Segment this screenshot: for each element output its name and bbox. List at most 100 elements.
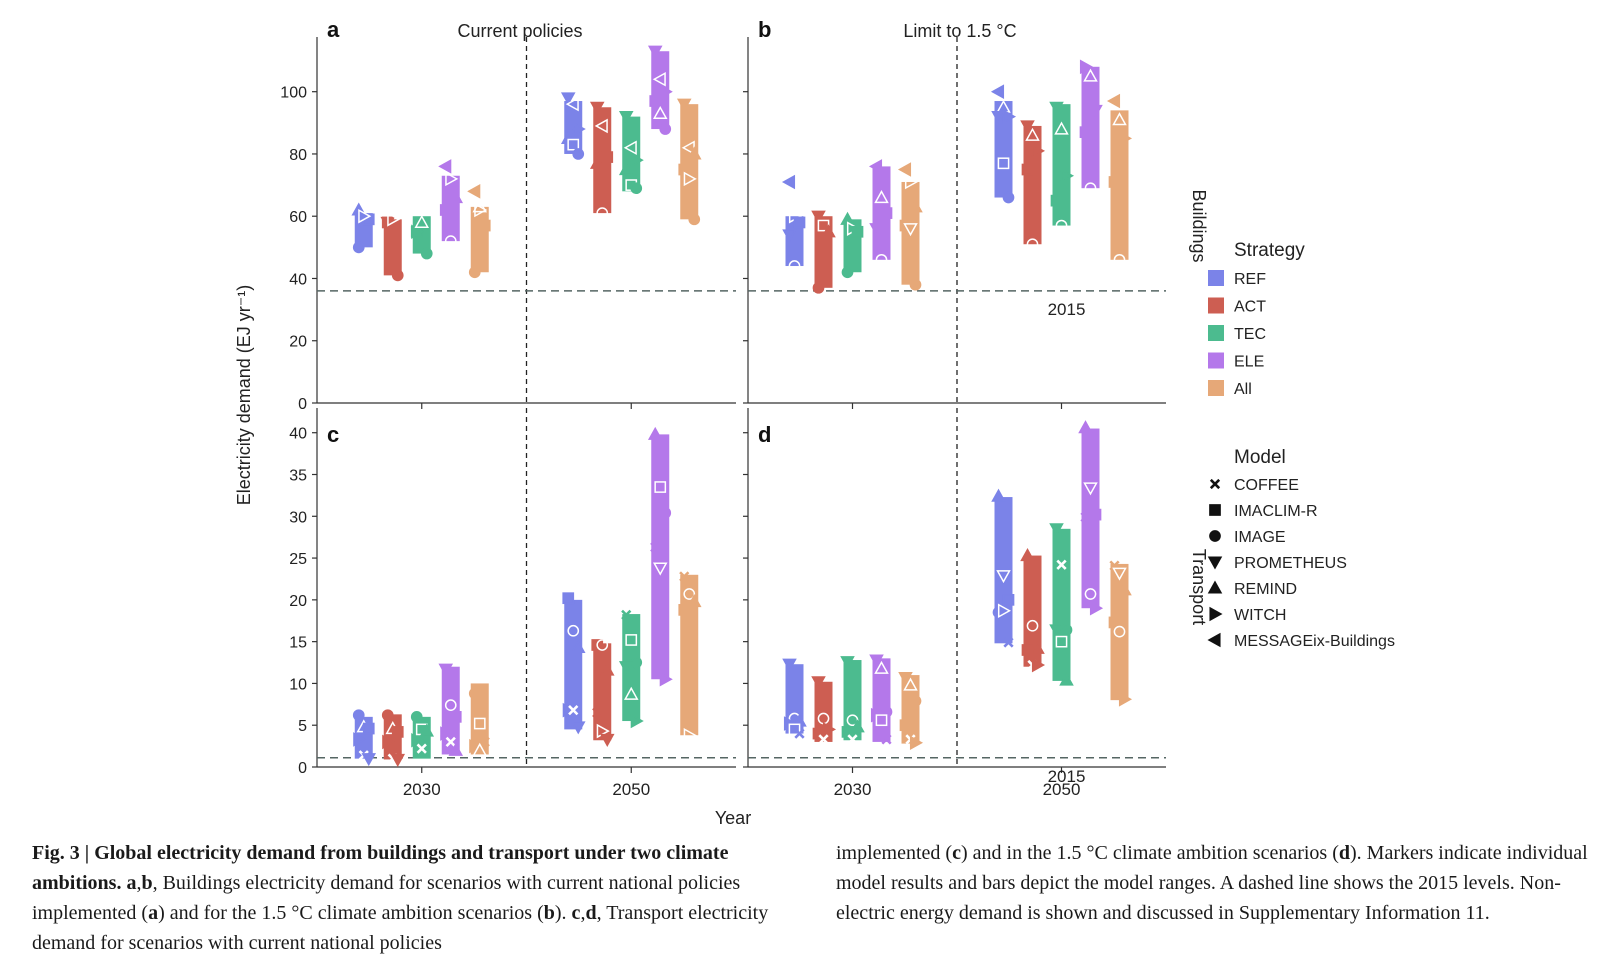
panel-a: 0 20 40 60 80 100 a Current policies: [280, 17, 736, 413]
data-point: [1031, 143, 1046, 159]
caption-text-2: ) and for the 1.5 °C climate ambition sc…: [158, 902, 544, 924]
y-tick-label: 60: [289, 209, 307, 226]
data-point: [381, 709, 394, 722]
data-point: [794, 728, 805, 739]
data-point: [1059, 672, 1074, 686]
bar-all: [1110, 563, 1129, 701]
data-point: [676, 98, 692, 112]
data-point: [909, 695, 922, 707]
x-tick-label: 2050: [1043, 780, 1081, 799]
triangle-up-icon: [1207, 580, 1223, 594]
data-point: [1084, 588, 1097, 600]
data-point: [1050, 194, 1063, 207]
legend-strategy-title: Strategy: [1234, 240, 1305, 261]
data-point: [818, 734, 829, 745]
triangle-left-icon: [1207, 632, 1221, 648]
data-point: [1055, 219, 1068, 232]
x-tick-label: 2050: [612, 780, 650, 799]
bar-all: [470, 206, 489, 273]
data-point: [414, 214, 430, 228]
data-point: [1021, 163, 1034, 176]
data-point: [1025, 127, 1040, 141]
data-point: [444, 235, 457, 247]
x-tick-label: 2030: [834, 780, 872, 799]
data-point: [592, 707, 603, 718]
data-point: [782, 229, 797, 243]
caption-fig-label: Fig. 3 |: [32, 842, 95, 864]
data-point: [659, 84, 673, 99]
data-point: [1002, 191, 1015, 204]
square-icon: [1209, 504, 1221, 516]
data-point: [1117, 582, 1132, 596]
data-point: [908, 199, 923, 213]
data-point: [1089, 600, 1104, 616]
data-point: [1049, 101, 1064, 115]
panel-b: 2015 b Limit to 1.5 °C: [743, 17, 1166, 409]
data-point: [444, 699, 457, 712]
caption-ref-b: b: [543, 902, 555, 924]
data-point: [449, 711, 462, 723]
caption-right-text-1: implemented (: [836, 842, 953, 864]
ref-2015-label: 2015: [1048, 300, 1086, 319]
data-point: [1083, 482, 1098, 496]
data-point: [479, 736, 490, 748]
data-point: [411, 732, 425, 748]
data-point: [361, 753, 377, 767]
y-tick-label: 10: [289, 676, 307, 693]
data-point: [1089, 508, 1102, 521]
data-point: [468, 687, 481, 700]
data-point: [1079, 59, 1094, 75]
data-point: [572, 148, 585, 160]
caption-label-a: a: [121, 872, 137, 894]
data-point: [874, 189, 889, 204]
data-point: [1003, 637, 1014, 648]
bar-act: [1023, 125, 1042, 245]
data-point: [1060, 168, 1075, 184]
bar-all: [680, 104, 699, 220]
caption-ref-c: c: [952, 842, 961, 864]
data-point: [353, 732, 367, 747]
data-point: [445, 736, 456, 748]
data-point: [1112, 112, 1127, 126]
y-tick-label: 0: [298, 760, 307, 777]
data-point: [472, 742, 488, 756]
data-point: [440, 726, 454, 741]
data-point: [881, 734, 892, 745]
data-point: [781, 174, 796, 190]
bar-ref: [994, 101, 1013, 198]
legend-strategy-label: All: [1234, 381, 1252, 398]
caption-text-1: , Buildings electricity demand for scena…: [32, 872, 741, 924]
data-point: [847, 734, 858, 745]
data-point: [1113, 625, 1126, 638]
caption-comma: ,: [136, 872, 142, 894]
data-point: [1106, 93, 1121, 109]
caption-ref-d: d: [1338, 842, 1350, 864]
row-label-buildings: Buildings: [1189, 189, 1209, 262]
data-point: [1049, 624, 1064, 638]
y-tick-label: 40: [289, 426, 307, 443]
caption-left: Fig. 3 | Global electricity demand from …: [32, 838, 822, 958]
data-point: [1084, 182, 1097, 195]
figure-chart: Electricity demand (EJ yr⁻¹) Year Buildi…: [234, 17, 1395, 828]
data-point: [782, 658, 797, 672]
data-point: [562, 592, 575, 605]
data-point: [352, 709, 365, 722]
caption-comma: ,: [580, 902, 586, 924]
data-point: [420, 247, 433, 260]
data-point: [647, 45, 663, 59]
data-point: [391, 726, 404, 738]
data-point: [391, 269, 404, 282]
data-point: [568, 705, 579, 716]
data-point: [570, 721, 586, 735]
legend-strategy-label: ELE: [1234, 354, 1264, 371]
y-tick-label: 5: [298, 718, 307, 735]
data-point: [1083, 68, 1098, 82]
data-point: [904, 174, 919, 190]
x-icon: [1209, 478, 1221, 490]
legend-model-label: PROMETHEUS: [1234, 555, 1347, 572]
data-point: [567, 624, 580, 637]
caption-right-text-2: ) and in the 1.5 °C climate ambition sce…: [960, 842, 1339, 864]
data-point: [594, 118, 608, 134]
x-axis-label: Year: [715, 808, 751, 828]
data-point: [788, 260, 801, 272]
